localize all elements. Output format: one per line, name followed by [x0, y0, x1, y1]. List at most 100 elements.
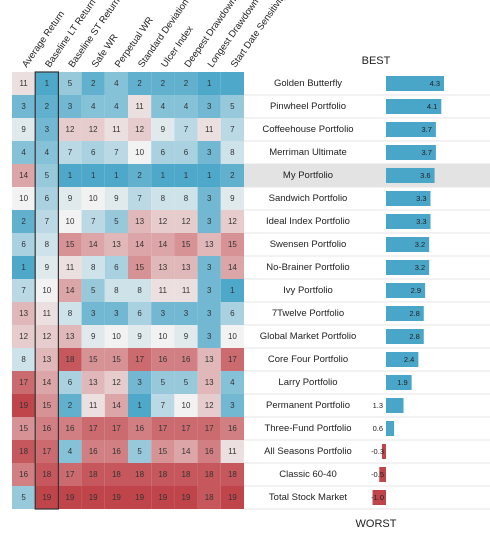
cell-rank-label: 16: [135, 424, 144, 433]
heatmap-cell: [197, 302, 221, 325]
portfolio-name-merriman-ultimate: Merriman Ultimate: [269, 147, 347, 158]
cell-rank-label: 12: [112, 378, 121, 387]
cell-rank-label: 13: [89, 378, 98, 387]
cell-rank-label: 2: [91, 79, 96, 88]
cell-rank-label: 6: [137, 309, 142, 318]
score-bar: [386, 421, 395, 436]
heatmap-cell: [104, 371, 128, 394]
heatmap-cell: [81, 325, 105, 348]
cell-rank-label: 12: [89, 125, 98, 134]
heatmap-cell: [197, 417, 221, 440]
heatmap-cell: [174, 371, 198, 394]
cell-rank-label: 6: [230, 309, 235, 318]
heatmap-cell: [151, 417, 175, 440]
heatmap-cell: [35, 118, 59, 141]
heatmap-cell: [35, 440, 59, 463]
heatmap-cell: [151, 187, 175, 210]
cell-rank-label: 6: [68, 378, 73, 387]
cell-rank-label: 7: [230, 125, 235, 134]
cell-rank-label: 6: [45, 194, 50, 203]
heatmap-cell: [81, 118, 105, 141]
heatmap-cell: [58, 486, 82, 509]
heatmap-cell: [174, 394, 198, 417]
heatmap-cell: [174, 302, 198, 325]
heatmap-cell: [35, 187, 59, 210]
portfolio-name-three-fund-portfolio: Three-Fund Portfolio: [264, 423, 351, 434]
cell-rank-label: 13: [66, 332, 75, 341]
heatmap-cell: [81, 463, 105, 486]
portfolio-names: Golden Butterfly Pinwheel Portfolio Coffee…: [244, 78, 490, 510]
heatmap-cell: [81, 95, 105, 118]
cell-rank-label: 15: [228, 240, 237, 249]
cell-rank-label: 18: [42, 470, 51, 479]
worst-label: WORST: [356, 518, 397, 530]
cell-rank-label: 11: [112, 125, 121, 134]
heatmap-cell: [104, 233, 128, 256]
cell-rank-label: 2: [68, 401, 73, 410]
heatmap-cell: [197, 325, 221, 348]
heatmap-cell: [58, 279, 82, 302]
heatmap-cell: [128, 256, 152, 279]
heatmap-cell: [174, 348, 198, 371]
heatmap-cell: [58, 371, 82, 394]
heatmap-cell: [81, 371, 105, 394]
cell-rank-label: 9: [161, 125, 166, 134]
heatmap-cell: [151, 348, 175, 371]
heatmap-cell: [128, 141, 152, 164]
heatmap-cell: [35, 279, 59, 302]
portfolio-name-global-market-portfolio: Global Market Portfolio: [260, 331, 357, 342]
heatmap-cell: [128, 164, 152, 187]
score-label: 3.3: [416, 217, 426, 226]
cell-rank-label: 18: [89, 470, 98, 479]
cell-rank-label: 18: [205, 493, 214, 502]
cell-rank-label: 18: [19, 447, 28, 456]
cell-rank-label: 15: [19, 424, 28, 433]
cell-rank-label: 10: [19, 194, 28, 203]
score-bar: [386, 375, 412, 390]
cell-rank-label: 10: [89, 194, 98, 203]
heatmap-cell: [174, 187, 198, 210]
heatmap-cell: [197, 486, 221, 509]
cell-rank-label: 4: [68, 447, 73, 456]
score-label: 2.8: [409, 309, 419, 318]
portfolio-name-pinwheel-portfolio: Pinwheel Portfolio: [270, 101, 346, 112]
cell-rank-label: 1: [207, 79, 212, 88]
heatmap-cell: [128, 233, 152, 256]
cell-rank-label: 14: [66, 286, 75, 295]
heatmap-cell: [220, 348, 244, 371]
heatmap-cell: [104, 394, 128, 417]
cell-rank-label: 13: [205, 378, 214, 387]
score-bar: [372, 490, 386, 505]
cell-rank-label: 19: [182, 493, 191, 502]
cell-rank-label: 11: [19, 79, 28, 88]
score-bar: [386, 237, 430, 252]
cell-rank-label: 13: [205, 240, 214, 249]
heatmap-cell: [197, 210, 221, 233]
cell-rank-label: 15: [89, 355, 98, 364]
cell-rank-label: 3: [207, 217, 212, 226]
portfolio-name-larry-portfolio: Larry Portfolio: [278, 377, 337, 388]
cell-rank-label: 16: [112, 447, 121, 456]
heatmap-cell: [197, 164, 221, 187]
cell-rank-label: 12: [228, 217, 237, 226]
cell-rank-label: 8: [230, 148, 235, 157]
score-label: -1.0: [371, 493, 384, 502]
cell-rank-label: 2: [137, 171, 142, 180]
cell-rank-label: 3: [207, 263, 212, 272]
heatmap-cell: [220, 463, 244, 486]
heatmap-cell: [104, 463, 128, 486]
cell-rank-label: 2: [137, 79, 142, 88]
heatmap-cell: [58, 417, 82, 440]
heatmap-cell: [197, 187, 221, 210]
cell-rank-label: 11: [228, 447, 237, 456]
heatmap-cell: [58, 302, 82, 325]
cell-rank-label: 10: [182, 401, 191, 410]
cell-rank-label: 18: [182, 470, 191, 479]
cell-rank-label: 14: [158, 240, 167, 249]
heatmap-cell: [12, 417, 36, 440]
score-label: 3.3: [416, 194, 426, 203]
heatmap-cell: [128, 417, 152, 440]
cell-rank-label: 17: [112, 424, 121, 433]
cell-rank-label: 7: [91, 217, 96, 226]
heatmap-cell: [104, 279, 128, 302]
